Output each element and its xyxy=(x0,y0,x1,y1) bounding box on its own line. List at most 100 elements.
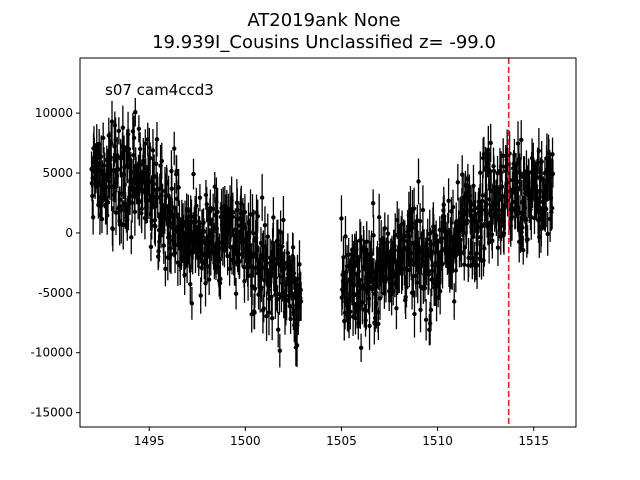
data-point xyxy=(242,209,248,215)
data-point xyxy=(341,255,346,260)
data-point xyxy=(415,280,420,285)
data-point xyxy=(401,238,407,244)
data-point xyxy=(363,318,368,323)
data-point xyxy=(515,141,521,146)
data-point xyxy=(339,216,344,221)
data-point xyxy=(121,172,126,177)
x-tick-label: 1505 xyxy=(326,434,357,448)
data-point xyxy=(287,303,293,309)
data-point xyxy=(455,180,461,185)
data-point xyxy=(116,128,122,134)
data-point xyxy=(284,297,289,303)
data-point xyxy=(509,214,515,220)
data-point xyxy=(204,202,209,207)
data-point xyxy=(109,141,114,146)
data-point xyxy=(525,237,530,242)
data-point xyxy=(147,145,152,150)
data-point xyxy=(480,155,486,161)
data-point xyxy=(182,272,187,278)
data-point xyxy=(271,215,276,220)
data-point xyxy=(452,299,457,304)
y-axis: -15000 -10000 -5000 0 5000 10000 xyxy=(30,106,80,420)
data-point xyxy=(265,234,270,239)
data-point xyxy=(288,316,293,322)
data-point xyxy=(423,317,429,322)
data-point xyxy=(277,291,282,297)
data-point xyxy=(482,246,487,251)
data-point xyxy=(484,210,490,216)
data-point xyxy=(189,301,195,306)
data-point xyxy=(237,259,242,264)
data-point xyxy=(233,291,239,296)
data-point xyxy=(104,184,109,189)
data-point xyxy=(462,262,467,267)
data-point xyxy=(159,158,164,164)
data-point xyxy=(215,209,220,215)
data-point xyxy=(203,192,209,198)
data-point xyxy=(291,270,297,276)
data-point xyxy=(277,348,283,353)
data-point xyxy=(156,249,161,254)
data-point xyxy=(275,296,280,302)
data-point xyxy=(100,135,106,141)
data-point xyxy=(104,213,110,218)
data-point xyxy=(112,123,118,128)
data-point xyxy=(519,230,524,235)
data-point xyxy=(428,307,434,313)
data-point xyxy=(346,252,351,257)
data-point xyxy=(136,126,142,132)
data-point xyxy=(147,155,153,161)
data-point xyxy=(285,250,291,256)
x-tick-label: 1510 xyxy=(422,434,453,448)
data-point xyxy=(523,217,529,223)
data-point xyxy=(420,207,426,213)
data-point xyxy=(426,272,432,277)
data-point xyxy=(261,243,266,249)
annotation-label: s07 cam4ccd3 xyxy=(105,81,214,99)
data-point xyxy=(462,245,468,250)
data-point xyxy=(490,238,495,243)
data-point xyxy=(478,170,483,175)
data-point xyxy=(427,321,433,326)
data-point xyxy=(358,345,364,350)
data-point xyxy=(125,132,131,137)
data-point xyxy=(510,199,516,205)
data-point xyxy=(464,218,470,223)
data-point xyxy=(269,315,275,321)
data-point xyxy=(371,233,376,238)
data-point xyxy=(364,308,369,314)
y-tick-label: 5000 xyxy=(42,166,73,180)
data-point xyxy=(206,277,212,282)
data-point xyxy=(133,109,138,115)
data-point xyxy=(210,206,216,212)
data-point xyxy=(198,293,203,298)
data-point xyxy=(428,241,433,247)
data-point xyxy=(515,178,520,184)
data-point xyxy=(500,153,506,159)
data-point xyxy=(225,253,230,259)
data-point xyxy=(155,195,160,200)
data-point xyxy=(99,216,105,222)
data-point xyxy=(120,125,126,130)
data-point xyxy=(357,277,362,283)
data-point xyxy=(153,161,159,167)
data-point xyxy=(497,212,502,218)
data-point xyxy=(151,174,157,179)
data-point xyxy=(230,210,236,215)
data-point xyxy=(297,262,302,267)
data-point xyxy=(502,203,508,209)
data-point xyxy=(96,142,102,147)
data-point xyxy=(549,210,554,215)
data-point xyxy=(459,250,464,255)
data-point xyxy=(261,306,266,311)
data-point xyxy=(269,294,274,299)
data-point xyxy=(132,209,138,214)
data-point xyxy=(543,206,549,212)
data-point xyxy=(188,281,193,287)
data-point xyxy=(488,140,493,146)
data-point xyxy=(521,247,526,253)
data-point xyxy=(440,261,445,267)
data-point xyxy=(174,168,179,174)
data-point xyxy=(106,179,112,184)
data-point xyxy=(437,288,443,294)
